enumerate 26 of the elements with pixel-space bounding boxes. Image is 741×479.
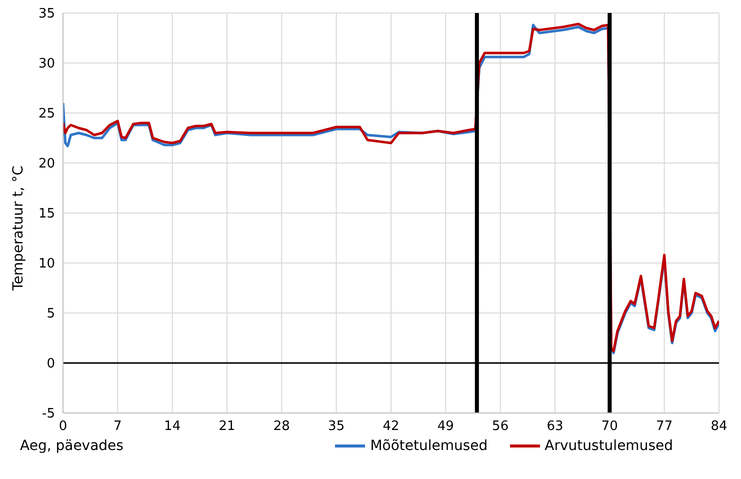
y-axis-title: Temperatuur t, °C (10, 166, 26, 290)
y-tick-label: 0 (46, 356, 55, 372)
x-tick-label: 56 (492, 419, 509, 434)
x-tick-label: 21 (218, 419, 236, 434)
y-tick-label: 35 (38, 6, 55, 22)
y-tick-label: 5 (46, 306, 55, 322)
x-tick-label: 49 (437, 419, 454, 434)
x-tick-label: 14 (164, 419, 181, 434)
x-tick-label: 70 (601, 419, 618, 434)
x-tick-label: 35 (328, 419, 345, 434)
y-tick-label: -5 (42, 406, 55, 422)
y-tick-label: 15 (38, 206, 55, 222)
y-tick-label: 20 (38, 156, 55, 172)
x-tick-label: 63 (546, 419, 564, 434)
x-tick-label: 42 (382, 419, 400, 434)
x-tick-label: 28 (273, 419, 290, 434)
x-tick-label: 77 (656, 419, 673, 434)
y-tick-label: 10 (38, 256, 55, 272)
legend-label: Mõõtetulemused (370, 438, 488, 454)
y-tick-label: 25 (38, 106, 55, 122)
y-tick-label: 30 (38, 56, 55, 72)
legend-label: Arvutustulemused (544, 438, 673, 454)
x-axis-title: Aeg, päevades (20, 438, 124, 454)
x-tick-label: 7 (114, 419, 122, 434)
x-tick-label: 84 (710, 419, 728, 434)
x-tick-label: 0 (58, 419, 68, 434)
